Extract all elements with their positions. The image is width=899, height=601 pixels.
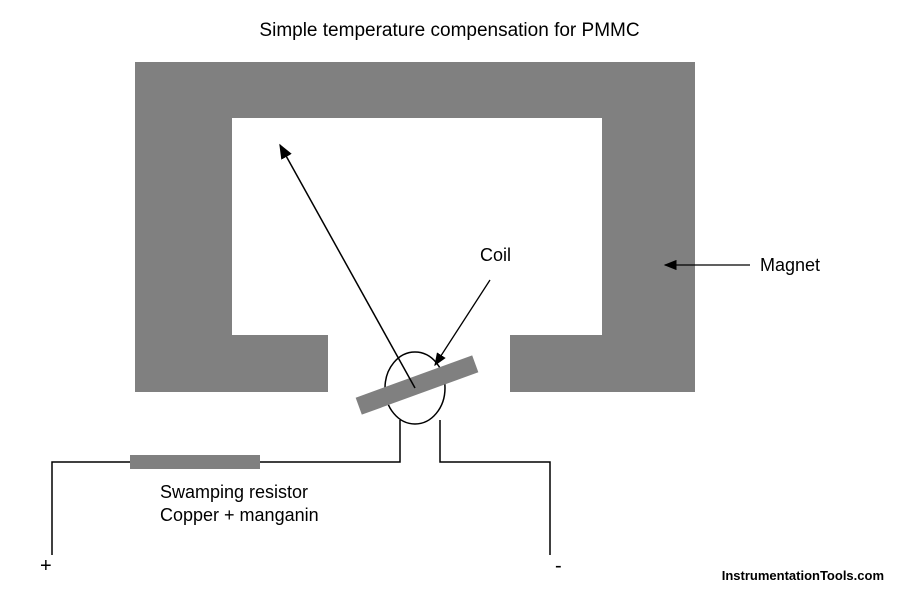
plus-terminal: + — [40, 555, 52, 578]
pmmc-diagram — [0, 0, 899, 601]
wire-left-2 — [260, 420, 400, 462]
swamping-label-2: Copper + manganin — [160, 505, 319, 526]
wire-left — [52, 462, 130, 555]
swamping-resistor — [130, 455, 260, 469]
wire-right — [440, 420, 550, 555]
magnet-label: Magnet — [760, 255, 820, 276]
magnet-body — [135, 62, 695, 392]
coil-label-arrow — [435, 280, 490, 365]
swamping-label-1: Swamping resistor — [160, 482, 308, 503]
watermark: InstrumentationTools.com — [722, 568, 884, 583]
coil-label: Coil — [480, 245, 511, 266]
coil-bar — [356, 355, 479, 414]
minus-terminal: - — [555, 555, 562, 578]
